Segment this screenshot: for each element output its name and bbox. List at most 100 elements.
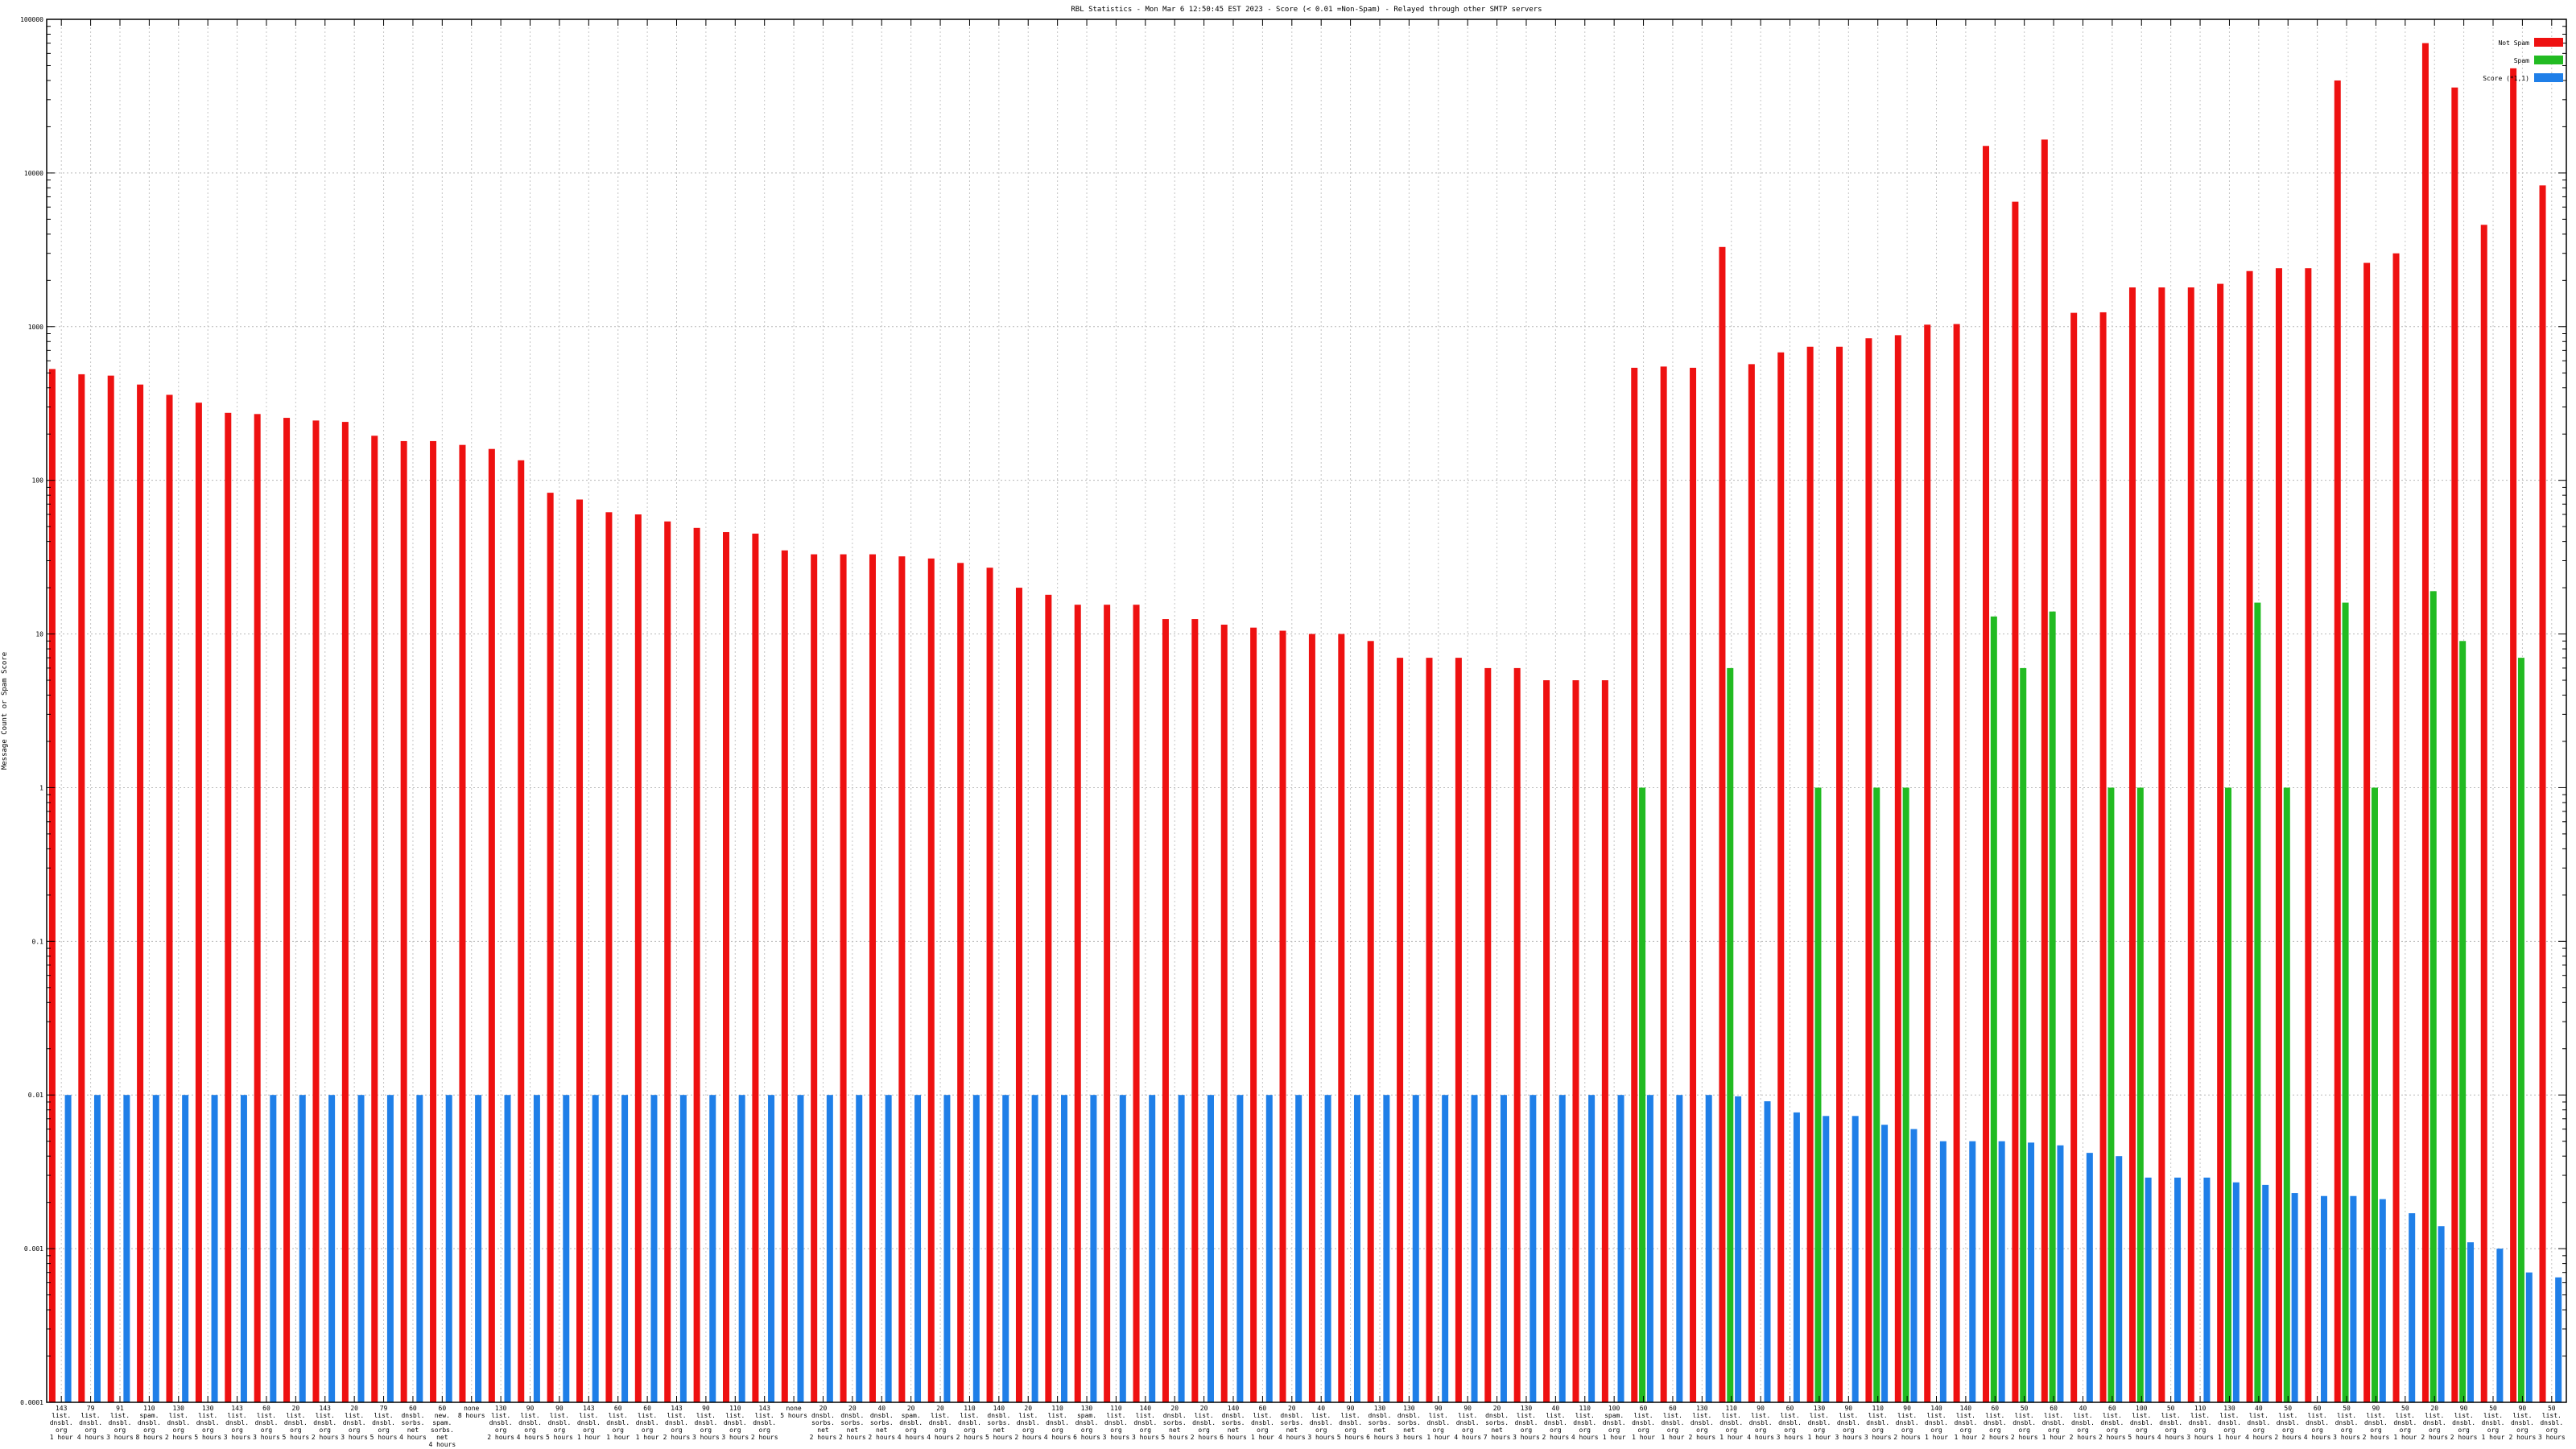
x-tick-label-line: 1 hour xyxy=(1632,1434,1655,1441)
bar-not-spam xyxy=(341,422,349,1402)
x-tick-label-line: 91 xyxy=(116,1405,124,1412)
bar-not-spam xyxy=(1513,667,1521,1402)
legend-label: Spam xyxy=(2514,57,2529,64)
bar-not-spam xyxy=(1397,658,1404,1402)
bar-score xyxy=(650,1095,658,1402)
bar-score xyxy=(885,1095,892,1402)
x-tick-label: 130 list. dnsbl. org 2 hours xyxy=(487,1405,514,1441)
x-tick-label-line: dnsbl. xyxy=(1954,1419,1977,1426)
bar-score xyxy=(2409,1213,2416,1402)
x-tick-label: 60 list. dnsbl. org 1 hour xyxy=(606,1405,630,1441)
x-tick-label-line: net xyxy=(817,1426,829,1434)
x-tick-label-line: org xyxy=(231,1426,243,1434)
x-tick-label-line: 20 xyxy=(1170,1405,1179,1412)
bar-score xyxy=(2174,1177,2182,1402)
x-tick-label-line: dnsbl. xyxy=(138,1419,161,1426)
x-tick-label-line: org xyxy=(1930,1426,1942,1434)
bar-score xyxy=(64,1095,72,1402)
y-tick-label: 100000 xyxy=(20,16,43,23)
x-tick-label-line: list. xyxy=(1897,1412,1917,1419)
x-tick-label: 130 list. dnsbl. org 5 hours xyxy=(194,1405,221,1441)
bar-not-spam xyxy=(2246,270,2253,1402)
x-tick-label-line: sorbs. xyxy=(401,1419,424,1426)
x-tick-label: 20 spam. dnsbl. org 4 hours xyxy=(898,1405,925,1441)
x-tick-label-line: 4 hours xyxy=(1454,1434,1481,1441)
x-tick-label-line: 2 hours xyxy=(1191,1434,1218,1441)
x-tick-label-line: net xyxy=(847,1426,859,1434)
bar-score xyxy=(2028,1142,2035,1402)
bar-score xyxy=(416,1095,423,1402)
x-tick-label-line: 90 xyxy=(1844,1405,1852,1412)
x-tick-label-line: list. xyxy=(1692,1412,1711,1419)
bar-not-spam xyxy=(693,527,700,1402)
x-tick-label-line: 130 xyxy=(173,1405,185,1412)
x-tick-label: 90 list. dnsbl. org 2 hours xyxy=(1893,1405,1921,1441)
bar-spam xyxy=(2254,602,2261,1402)
bar-score xyxy=(914,1095,922,1402)
x-tick-label-line: dnsbl. xyxy=(1163,1412,1187,1419)
x-tick-label-line: 1 hour xyxy=(1426,1434,1450,1441)
bar-score xyxy=(1061,1095,1068,1402)
x-tick-label-line: list. xyxy=(1633,1412,1653,1419)
x-tick-label-line: dnsbl. xyxy=(1104,1419,1128,1426)
x-tick-label: 110 spam. dnsbl. org 8 hours xyxy=(136,1405,163,1441)
bar-not-spam xyxy=(225,412,232,1402)
x-tick-label: 20 dnsbl. sorbs. net 2 hours xyxy=(839,1405,866,1441)
x-tick-label: 79 list. dnsbl. org 5 hours xyxy=(370,1405,398,1441)
bar-not-spam xyxy=(1690,367,1697,1402)
x-tick-label-line: 5 hours xyxy=(546,1434,573,1441)
x-tick-label-line: 40 xyxy=(877,1405,886,1412)
x-tick-label-line: dnsbl. xyxy=(489,1419,513,1426)
x-tick-label-line: dnsbl. xyxy=(167,1419,190,1426)
x-tick-label-line: sorbs. xyxy=(1280,1419,1303,1426)
x-tick-label-line: list. xyxy=(1341,1412,1360,1419)
x-tick-label: 130 list. dnsbl. org 1 hour xyxy=(2218,1405,2241,1441)
plot-frame xyxy=(46,19,2567,1403)
bar-not-spam xyxy=(605,512,613,1402)
bar-score xyxy=(1353,1095,1360,1402)
x-tick-label: 20 list. dnsbl. org 5 hours xyxy=(283,1405,310,1441)
x-tick-label-line: list. xyxy=(1429,1412,1448,1419)
x-tick-label: 140 list. dnsbl. org 1 hour xyxy=(1925,1405,1948,1441)
x-tick-label: 50 list. dnsbl. org 3 hours xyxy=(2333,1405,2360,1441)
bar-spam xyxy=(2224,787,2232,1402)
x-tick-label-line: org xyxy=(1872,1426,1884,1434)
legend: Not Spam Spam Score (*1,1) xyxy=(2483,38,2563,82)
bar-score xyxy=(2525,1272,2533,1402)
x-tick-label-line: 90 xyxy=(702,1405,710,1412)
x-tick-label-line: list. xyxy=(1751,1412,1770,1419)
x-tick-label-line: org xyxy=(612,1426,624,1434)
x-tick-label: 50 list. dnsbl. org 4 hours xyxy=(2157,1405,2185,1441)
y-tick-label: 100 xyxy=(32,477,44,485)
x-tick-label: 90 list. dnsbl. org 4 hours xyxy=(1747,1405,1774,1441)
x-tick-label-line: list. xyxy=(1517,1412,1536,1419)
x-tick-label: 140 dnsbl. sorbs. net 5 hours xyxy=(985,1405,1013,1441)
x-tick-label: 50 list. dnsbl. org 2 hours xyxy=(2274,1405,2301,1441)
x-tick-label-line: 3 hours xyxy=(224,1434,251,1441)
x-tick-label-line: org xyxy=(2165,1426,2177,1434)
y-tick-label: 0.001 xyxy=(24,1245,43,1253)
x-tick-label: 60 new. spam. sorbs. net 4 hours xyxy=(428,1405,456,1448)
x-tick-label-line: 130 xyxy=(1521,1405,1533,1412)
x-tick-label-line: list. xyxy=(2396,1412,2415,1419)
x-tick-label-line: 2 hours xyxy=(751,1434,778,1441)
x-tick-label-line: dnsbl. xyxy=(1749,1419,1773,1426)
bar-not-spam xyxy=(1133,605,1140,1402)
x-tick-label-line: sorbs. xyxy=(840,1419,864,1426)
x-tick-label-line: 110 xyxy=(143,1405,155,1412)
x-tick-label-line: 5 hours xyxy=(370,1434,398,1441)
bar-score xyxy=(1002,1095,1009,1402)
y-tick-label: 1 xyxy=(39,784,43,791)
bar-score xyxy=(2086,1153,2093,1402)
bar-not-spam xyxy=(166,394,173,1402)
x-tick-label-line: org xyxy=(2370,1426,2382,1434)
bar-score xyxy=(826,1095,833,1402)
x-tick-label-line: 4 hours xyxy=(1571,1434,1599,1441)
x-tick-label-line: dnsbl. xyxy=(1690,1419,1714,1426)
x-tick-label-line: org xyxy=(1462,1426,1474,1434)
y-tick-label: 10 xyxy=(35,631,43,638)
bar-not-spam xyxy=(1660,366,1667,1403)
x-tick-label: 90 list. dnsbl. org 5 hours xyxy=(1337,1405,1364,1441)
x-tick-label-line: dnsbl. xyxy=(2247,1419,2270,1426)
bar-score xyxy=(1705,1095,1712,1402)
